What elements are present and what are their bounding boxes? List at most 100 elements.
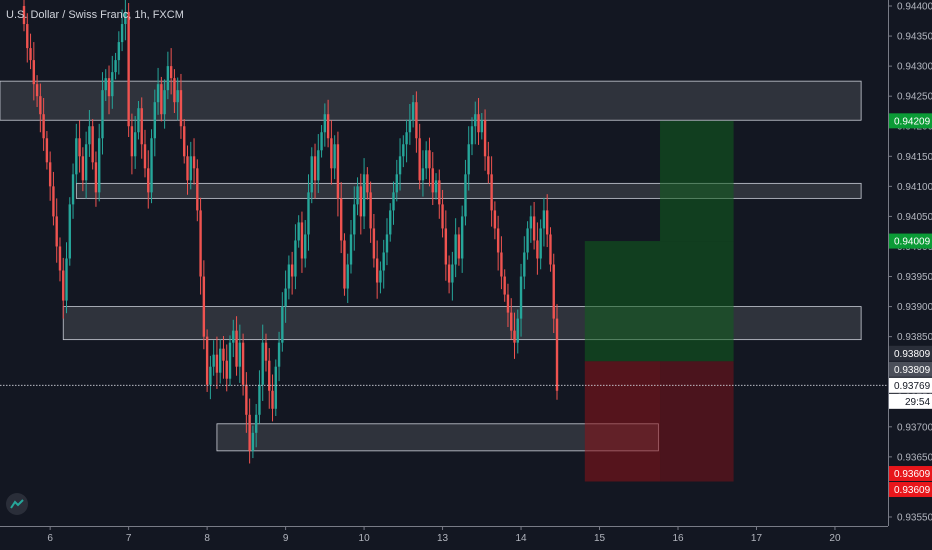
symbol-title[interactable]: U.S. Dollar / Swiss Franc, 1h, FXCM (6, 9, 184, 21)
candle-body (477, 114, 480, 133)
candle-body (117, 42, 121, 61)
price-tag-gray (889, 361, 932, 377)
candle-body (418, 138, 421, 181)
candle-body (258, 384, 261, 415)
time-axis[interactable]: 6 7 8 9 10 13 14 15 16 17 20 (0, 526, 888, 544)
candle-body (94, 162, 98, 193)
candle-body (503, 276, 506, 295)
x-tick-label: 8 (204, 533, 210, 544)
tradingview-logo-icon[interactable] (6, 493, 28, 515)
x-tick-label: 13 (437, 533, 449, 544)
price-tag-label: 0.93769 (894, 381, 931, 392)
candle-body (428, 150, 431, 169)
candle-body (88, 126, 91, 145)
candle-body (163, 90, 166, 115)
candle-body (245, 384, 248, 415)
candle-body (261, 342, 264, 385)
price-tag-label: 0.94009 (894, 237, 931, 248)
candle-body (516, 318, 519, 343)
candle-body (268, 360, 271, 391)
candle-body (441, 204, 444, 229)
candle-body (421, 168, 425, 181)
countdown-tag (889, 393, 932, 409)
candle-body (84, 144, 88, 181)
candle-body (369, 192, 372, 229)
y-tick-label: 0.93550 (897, 512, 932, 523)
candle-body (281, 306, 284, 343)
candle-body (313, 156, 317, 181)
candle-body (127, 12, 130, 127)
candle-body (251, 432, 255, 451)
candle-body (513, 330, 516, 343)
candle-body (196, 168, 199, 211)
candle-body (219, 348, 222, 373)
x-tick-label: 17 (751, 533, 763, 544)
candle-body (130, 126, 134, 157)
candle-body (65, 258, 68, 301)
candle-body (173, 78, 176, 103)
price-zone-1 (0, 80, 862, 121)
candle-body (212, 354, 215, 367)
y-tick-label: 0.93900 (897, 302, 932, 313)
price-tag-green (889, 113, 932, 129)
long-position-tool[interactable] (584, 120, 734, 482)
price-axis[interactable]: 0.935500.936000.936500.937000.937500.938… (888, 0, 932, 526)
candle-body (510, 312, 513, 331)
candle-body (120, 24, 124, 43)
price-tag-label: 0.93609 (894, 485, 931, 496)
candle-body (438, 180, 441, 205)
candle-body (107, 78, 111, 97)
candle-body (271, 390, 274, 409)
candle-body (451, 264, 454, 283)
countdown-label: 29:54 (905, 397, 930, 408)
y-tick-label: 0.93950 (897, 272, 932, 283)
candle-body (359, 186, 363, 217)
candle-body (215, 354, 219, 373)
candle-body (166, 66, 170, 91)
candle-body (91, 126, 94, 163)
candle-body (189, 156, 192, 181)
candle-body (349, 234, 353, 265)
candle-body (238, 342, 242, 367)
candle-body (186, 156, 189, 181)
x-tick-label: 20 (829, 533, 841, 544)
candle-body (330, 138, 333, 169)
price-tag-label: 0.93609 (894, 469, 931, 480)
candle-body (323, 114, 327, 133)
candle-body (254, 414, 258, 433)
candle-body (205, 336, 209, 385)
candle-body (241, 342, 245, 385)
candle-body (529, 216, 533, 229)
candle-body (140, 108, 143, 145)
candle-body (464, 174, 467, 217)
candle-body (434, 180, 438, 193)
price-tag-label: 0.93809 (894, 365, 931, 376)
x-tick-label: 7 (126, 533, 132, 544)
y-tick-label: 0.94100 (897, 182, 932, 193)
candle-body (35, 84, 39, 97)
x-tick-label: 14 (515, 533, 527, 544)
y-tick-label: 0.94300 (897, 62, 932, 73)
candle-body (444, 228, 448, 265)
candle-body (81, 156, 85, 181)
candle-body (467, 144, 470, 175)
candle-body (402, 144, 405, 157)
candle-body (382, 252, 385, 271)
candle-body (153, 102, 156, 139)
candle-body (68, 204, 71, 259)
y-tick-label: 0.94250 (897, 92, 932, 103)
candle-body (222, 348, 225, 361)
candle-body (304, 234, 307, 259)
candle-body (297, 222, 300, 241)
candle-body (483, 120, 487, 157)
y-tick-label: 0.94350 (897, 32, 932, 43)
y-tick-label: 0.93700 (897, 422, 932, 433)
candle-body (372, 228, 376, 259)
candle-body (454, 234, 457, 265)
candle-body (333, 144, 336, 169)
candle-body (42, 114, 45, 139)
candle-body (274, 366, 277, 409)
candle-body (552, 264, 555, 319)
candle-body (379, 270, 382, 283)
